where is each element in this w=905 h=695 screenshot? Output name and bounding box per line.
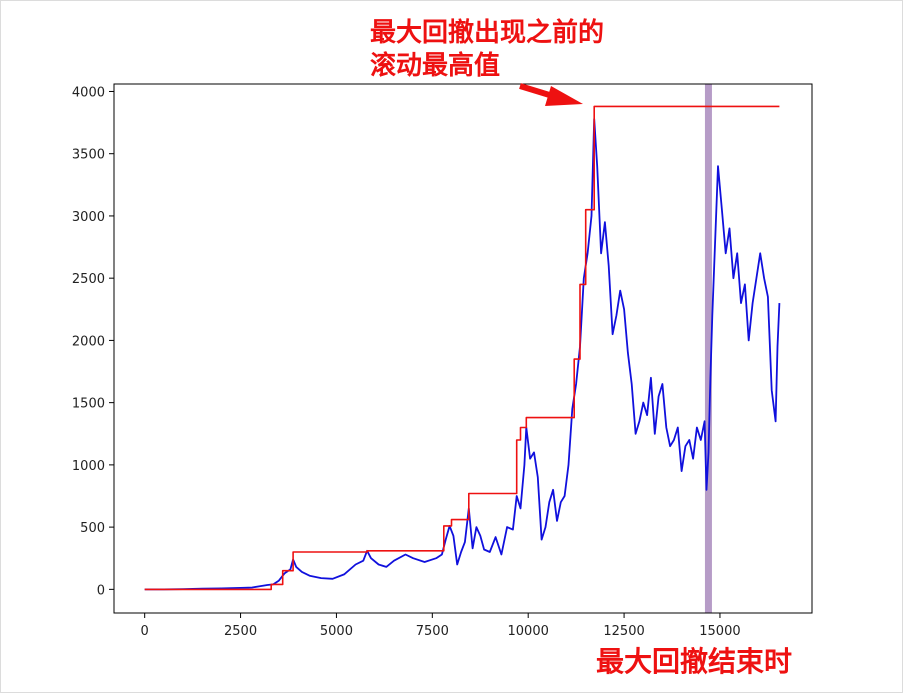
x-tick-label: 12500 bbox=[603, 624, 644, 639]
x-axis: 0 2500 5000 7500 10000 12500 15000 bbox=[141, 613, 741, 639]
y-tick-label: 3500 bbox=[72, 148, 105, 163]
y-tick-label: 3000 bbox=[72, 210, 105, 225]
y-tick-label: 4000 bbox=[72, 85, 105, 100]
y-tick-label: 0 bbox=[97, 583, 105, 598]
y-axis: 0 500 1000 1500 2000 2500 3000 3500 4000 bbox=[72, 85, 114, 598]
peak-annotation-line1: 最大回撤出现之前的 bbox=[370, 18, 605, 48]
x-tick-label: 7500 bbox=[416, 624, 449, 639]
rolling-max-line bbox=[144, 105, 780, 591]
y-tick-label: 500 bbox=[80, 521, 105, 536]
y-tick-label: 1000 bbox=[72, 459, 105, 474]
y-tick-label: 2000 bbox=[72, 334, 105, 349]
x-tick-label: 2500 bbox=[224, 624, 257, 639]
x-tick-label: 0 bbox=[141, 624, 149, 639]
drawdown-end-annotation: 最大回撤结束时 bbox=[596, 645, 793, 678]
y-tick-label: 2500 bbox=[72, 272, 105, 287]
peak-annotation-line2: 滚动最高值 bbox=[370, 51, 501, 81]
price-line bbox=[144, 118, 781, 591]
series-layer bbox=[144, 105, 781, 591]
plot-area-frame bbox=[113, 83, 813, 614]
arrow-layer bbox=[519, 83, 583, 106]
y-tick-label: 1500 bbox=[72, 397, 105, 412]
x-tick-label: 15000 bbox=[699, 624, 740, 639]
x-tick-label: 5000 bbox=[320, 624, 353, 639]
arrow-head bbox=[545, 86, 583, 106]
x-tick-label: 10000 bbox=[508, 624, 549, 639]
drawdown-end-band-layer bbox=[704, 84, 712, 613]
drawdown-end-band bbox=[704, 84, 712, 613]
